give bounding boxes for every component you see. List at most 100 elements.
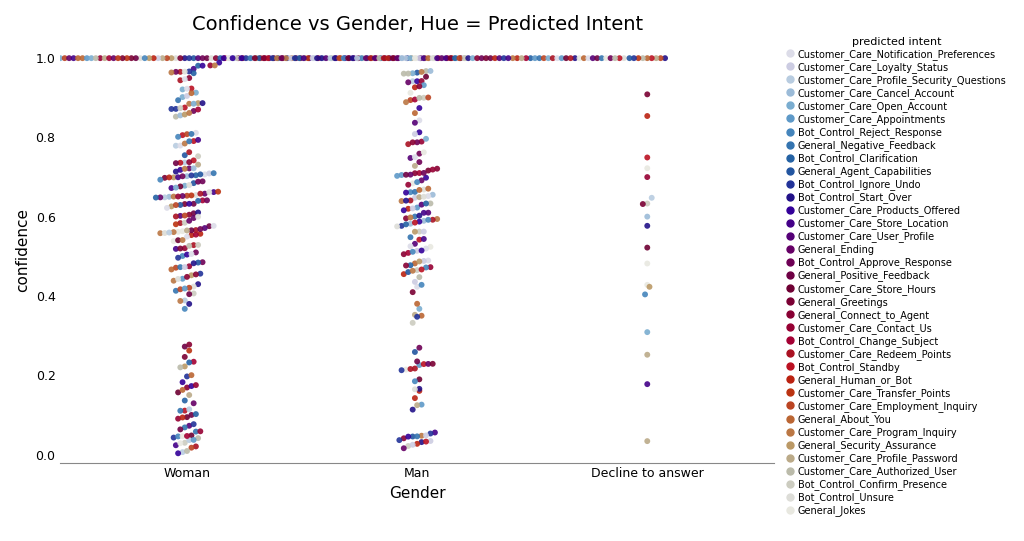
Point bbox=[193, 189, 209, 198]
Point bbox=[420, 208, 436, 217]
Point bbox=[639, 212, 655, 221]
Point bbox=[159, 203, 175, 212]
Point bbox=[323, 54, 339, 62]
Point bbox=[598, 54, 614, 62]
Point bbox=[181, 164, 198, 173]
Point bbox=[331, 54, 347, 62]
Point bbox=[168, 286, 184, 295]
Point bbox=[422, 437, 438, 445]
Point bbox=[394, 54, 411, 62]
Point bbox=[185, 358, 202, 366]
Point bbox=[153, 229, 169, 237]
Point bbox=[412, 375, 428, 384]
Point bbox=[248, 54, 264, 62]
Point bbox=[407, 109, 423, 117]
Point bbox=[166, 192, 182, 201]
Point bbox=[166, 173, 182, 182]
Point bbox=[172, 425, 188, 434]
Point bbox=[418, 437, 434, 446]
Point bbox=[155, 54, 171, 62]
Y-axis label: confidence: confidence bbox=[15, 208, 30, 293]
Point bbox=[402, 365, 419, 373]
Point bbox=[168, 167, 184, 176]
Point bbox=[408, 54, 424, 62]
Point bbox=[0, 54, 10, 62]
Point bbox=[412, 227, 428, 236]
Point bbox=[161, 193, 177, 201]
Point bbox=[176, 68, 193, 76]
Point bbox=[187, 248, 204, 257]
Point bbox=[420, 166, 436, 175]
Point bbox=[288, 54, 304, 62]
Point bbox=[420, 184, 436, 193]
Point bbox=[176, 296, 193, 305]
Point bbox=[404, 319, 421, 327]
Legend: Customer_Care_Notification_Preferences, Customer_Care_Loyalty_Status, Customer_C: Customer_Care_Notification_Preferences, … bbox=[785, 35, 1009, 518]
Point bbox=[409, 203, 425, 212]
Point bbox=[639, 173, 655, 181]
Point bbox=[341, 54, 357, 62]
Point bbox=[402, 188, 419, 196]
Point bbox=[422, 199, 438, 208]
Point bbox=[172, 201, 188, 209]
Point bbox=[400, 69, 417, 78]
Point bbox=[265, 54, 282, 62]
Point bbox=[7, 54, 24, 62]
Point bbox=[172, 285, 188, 294]
Point bbox=[567, 54, 584, 62]
Point bbox=[456, 54, 472, 62]
Point bbox=[170, 275, 186, 283]
Point bbox=[174, 93, 190, 101]
Point bbox=[407, 188, 423, 196]
Point bbox=[418, 72, 434, 81]
Point bbox=[404, 77, 421, 85]
Point bbox=[367, 54, 383, 62]
Point bbox=[416, 360, 432, 368]
Point bbox=[195, 54, 211, 62]
Point bbox=[166, 276, 182, 285]
Point bbox=[407, 348, 423, 357]
Point bbox=[429, 215, 445, 223]
Point bbox=[172, 263, 188, 272]
Point bbox=[422, 429, 438, 438]
Point bbox=[407, 311, 423, 319]
Point bbox=[416, 94, 432, 102]
Point bbox=[168, 159, 184, 168]
Point bbox=[185, 100, 202, 108]
Point bbox=[176, 423, 193, 432]
Point bbox=[391, 436, 408, 445]
Point bbox=[492, 54, 508, 62]
Point bbox=[626, 54, 642, 62]
Point bbox=[185, 54, 202, 62]
Point bbox=[635, 200, 651, 208]
Point bbox=[174, 192, 190, 200]
Point bbox=[172, 406, 188, 415]
Point bbox=[170, 414, 186, 423]
Point bbox=[389, 54, 406, 62]
Point bbox=[181, 200, 198, 208]
Point bbox=[0, 54, 6, 62]
Point bbox=[409, 299, 425, 308]
Point bbox=[195, 99, 211, 108]
Point bbox=[416, 54, 432, 62]
Point bbox=[189, 152, 206, 161]
Point bbox=[195, 196, 211, 204]
Point bbox=[187, 226, 204, 234]
Point bbox=[328, 54, 344, 62]
Point bbox=[166, 237, 182, 246]
Point bbox=[505, 54, 521, 62]
Point bbox=[357, 54, 374, 62]
Point bbox=[52, 54, 69, 62]
Point bbox=[393, 222, 410, 230]
Point bbox=[337, 54, 353, 62]
Point bbox=[545, 54, 561, 62]
Point bbox=[239, 54, 255, 62]
Point bbox=[300, 54, 316, 62]
Point bbox=[389, 222, 406, 230]
Point bbox=[12, 54, 29, 62]
Point bbox=[170, 228, 186, 236]
Point bbox=[187, 230, 204, 239]
Point bbox=[404, 288, 421, 296]
Point bbox=[174, 236, 190, 245]
Point bbox=[414, 400, 430, 409]
